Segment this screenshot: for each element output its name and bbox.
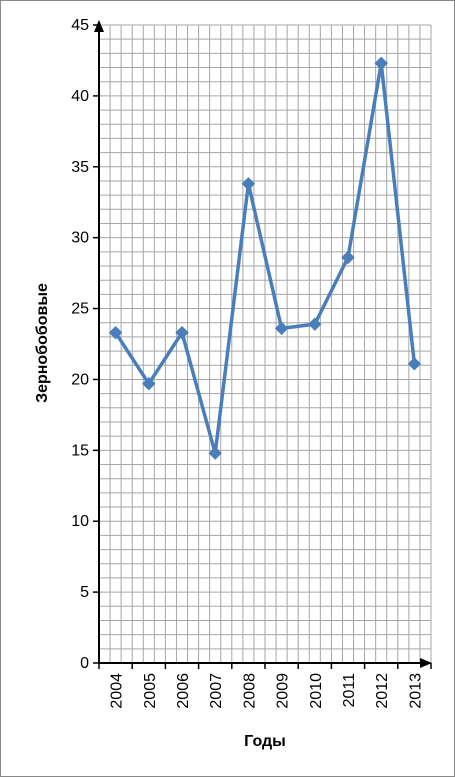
x-tick-label: 2008 (241, 673, 258, 709)
x-tick-label: 2011 (341, 673, 358, 708)
x-tick-label: 2007 (208, 673, 225, 709)
y-tick-label: 30 (71, 230, 89, 247)
y-axis-title: Зернобобовые (34, 283, 51, 403)
y-tick-label: 45 (71, 17, 89, 34)
y-tick-label: 15 (71, 442, 89, 459)
data-point (341, 250, 355, 265)
x-tick-label: 2004 (109, 673, 126, 709)
y-tick-label: 25 (71, 301, 89, 318)
data-point (274, 321, 289, 336)
x-tick-label: 2006 (175, 673, 192, 709)
y-tick-labels: 0 5 10 15 20 25 30 35 40 45 (71, 17, 99, 672)
axes (94, 20, 432, 668)
data-point (407, 357, 422, 371)
data-point (108, 325, 123, 340)
data-point (208, 446, 222, 460)
y-tick-label: 20 (71, 371, 89, 388)
x-tick-labels: 2004 2005 2006 2007 2008 2009 2010 2011 2012 2013 (98, 663, 432, 709)
x-tick-label: 2013 (407, 673, 424, 709)
y-tick-label: 0 (80, 655, 89, 672)
x-tick-label: 2005 (142, 673, 159, 709)
data-point (241, 177, 256, 191)
x-axis-arrow-icon (420, 658, 432, 668)
data-point (175, 325, 189, 340)
x-tick-label: 2010 (308, 673, 325, 709)
y-tick-label: 10 (71, 513, 89, 530)
data-point (142, 376, 156, 391)
x-tick-label: 2009 (275, 673, 292, 709)
y-tick-label: 5 (80, 584, 89, 601)
data-point (374, 56, 388, 70)
data-point (308, 317, 322, 331)
x-tick-label: 2012 (374, 673, 391, 709)
y-axis-arrow-icon (94, 20, 104, 32)
series-line (114, 61, 417, 455)
grid (99, 24, 432, 663)
y-tick-label: 40 (71, 88, 89, 105)
y-tick-label: 35 (71, 159, 89, 176)
x-axis-title: Годы (244, 733, 286, 750)
series (108, 56, 422, 460)
